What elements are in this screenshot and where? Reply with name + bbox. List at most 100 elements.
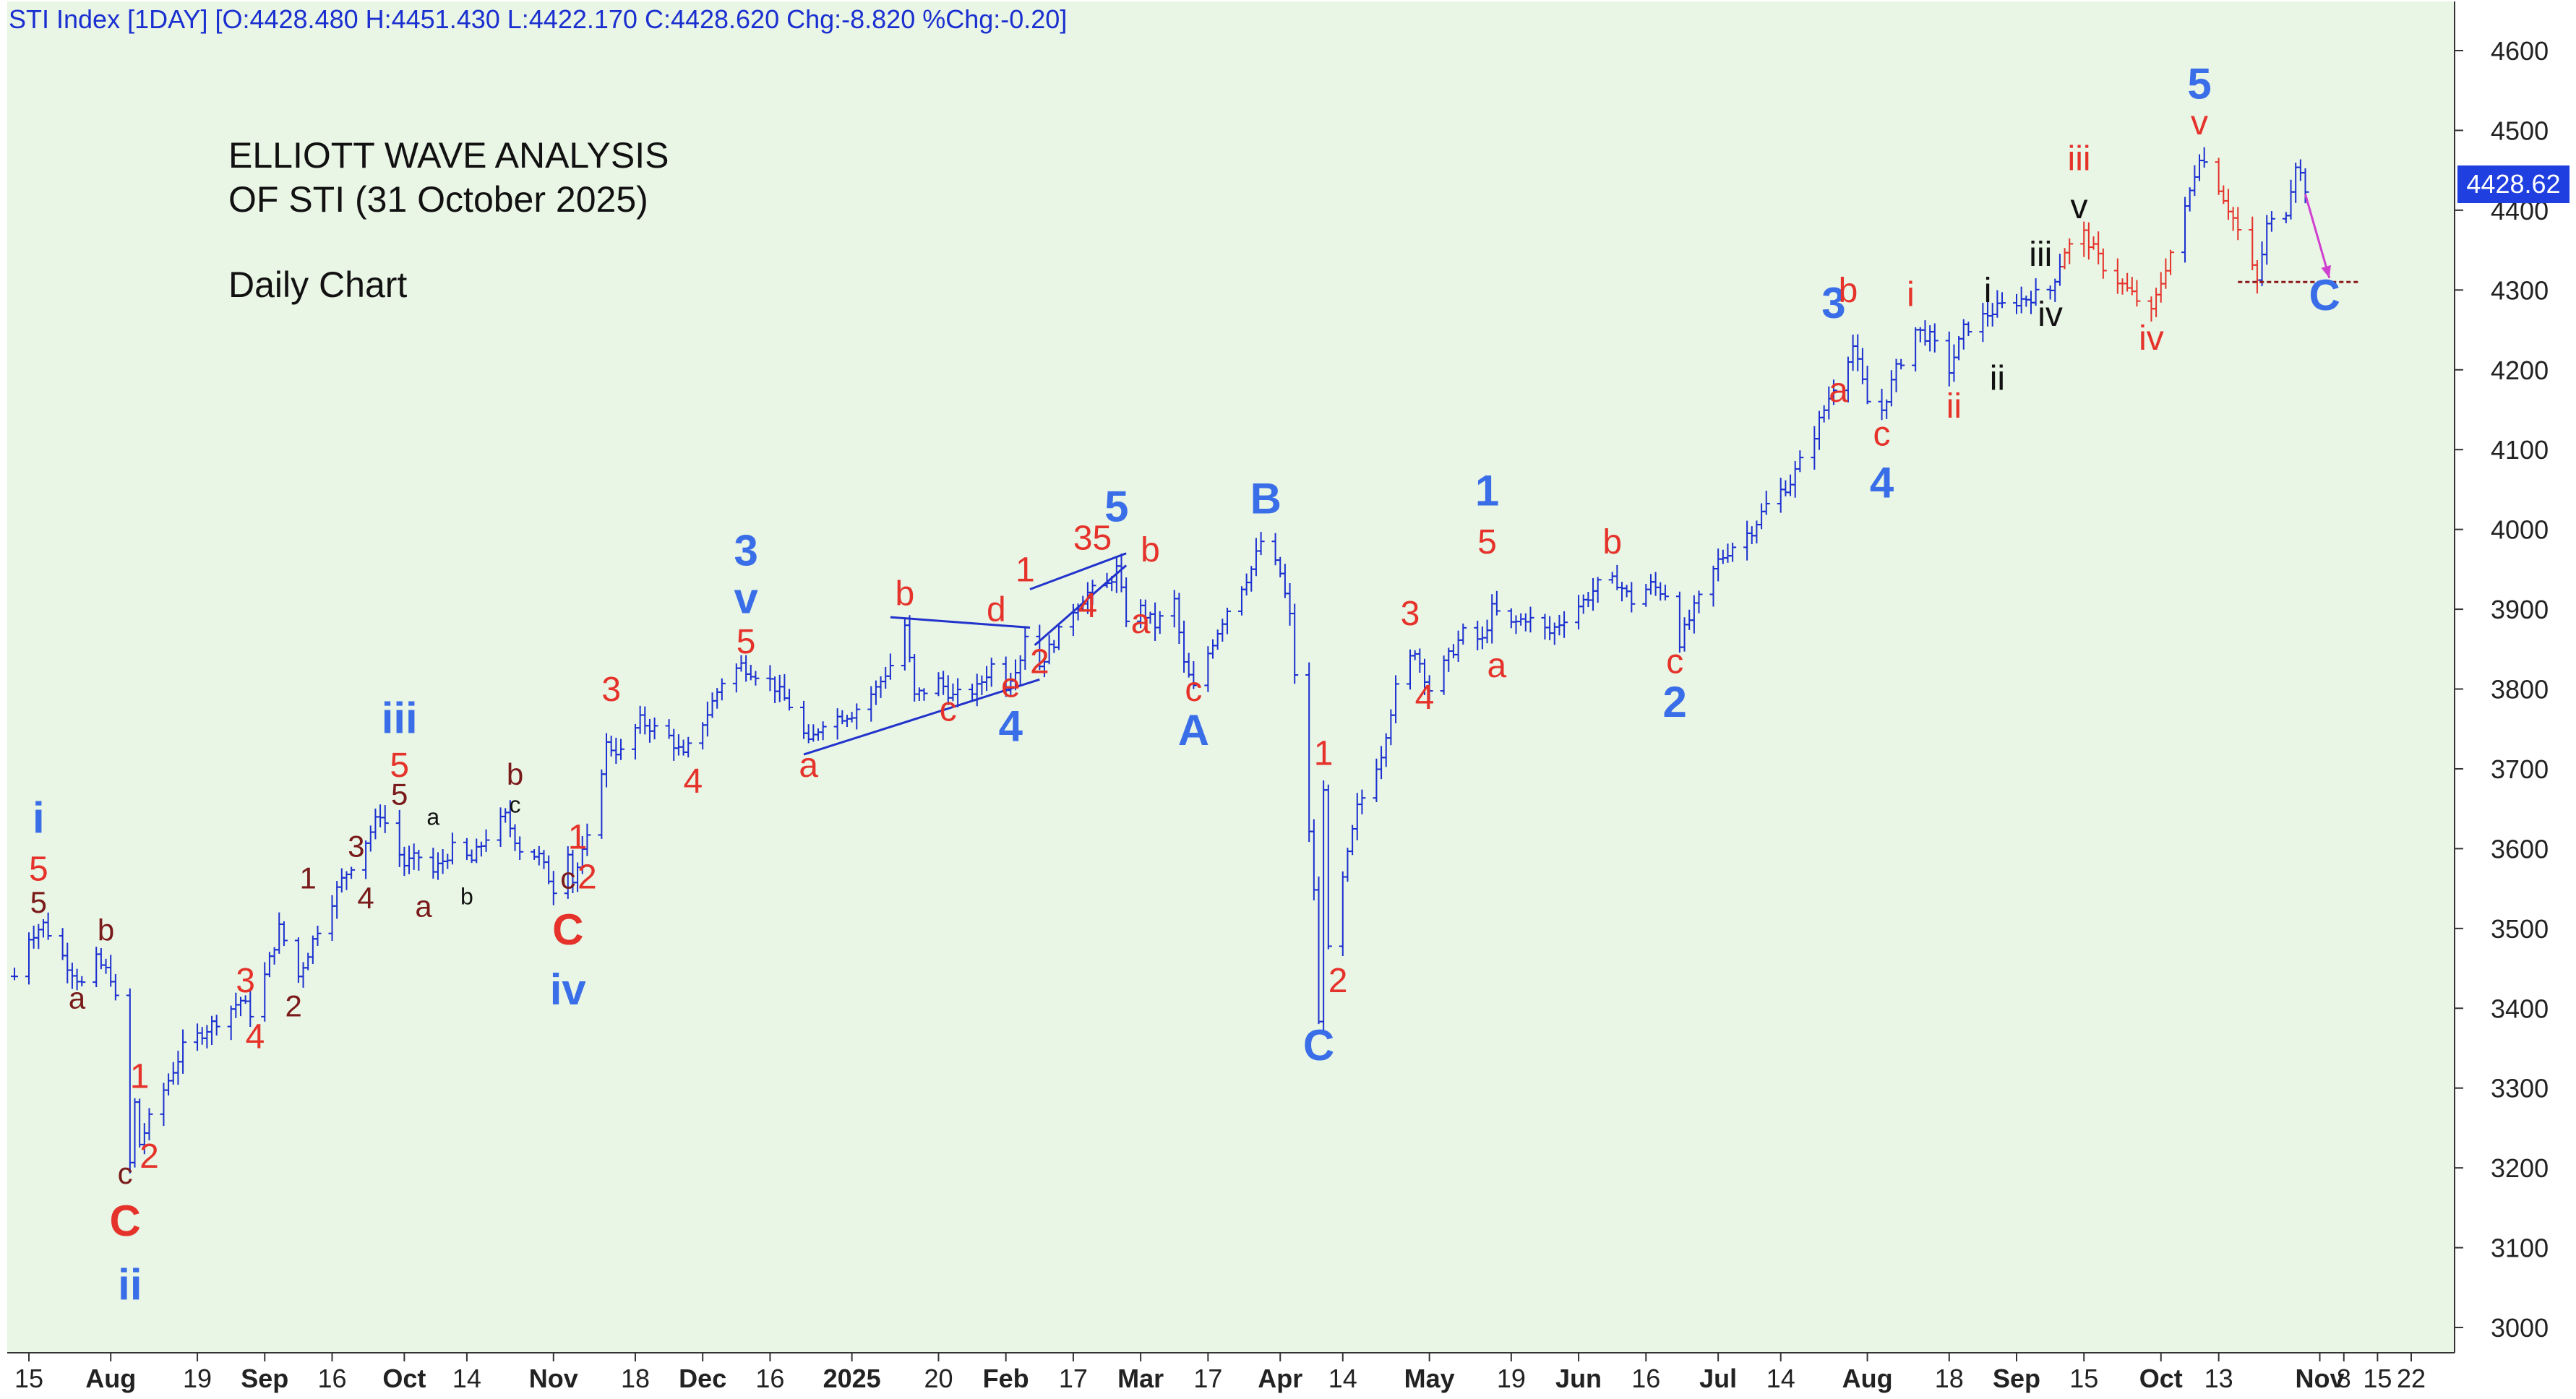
wave-label: a bbox=[1487, 647, 1507, 685]
wave-label: 4 bbox=[1870, 458, 1894, 507]
x-tick-label: Aug bbox=[1842, 1364, 1893, 1393]
x-tick-label: 22 bbox=[2397, 1364, 2426, 1393]
wave-label: i bbox=[1907, 275, 1915, 314]
wave-label: 4 bbox=[1078, 587, 1098, 625]
x-tick-label: 14 bbox=[452, 1364, 481, 1393]
y-tick-label: 3000 bbox=[2491, 1313, 2549, 1343]
wave-label: b bbox=[460, 884, 473, 910]
y-tick-label: 3100 bbox=[2491, 1234, 2549, 1263]
x-tick-label: 18 bbox=[621, 1364, 650, 1393]
x-tick-label: 2025 bbox=[823, 1364, 881, 1393]
wave-label: iii bbox=[382, 694, 418, 742]
wave-label: C bbox=[109, 1197, 140, 1245]
wave-label: B bbox=[1250, 475, 1281, 523]
x-tick-label: 18 bbox=[1935, 1364, 1964, 1393]
x-tick-label: 14 bbox=[1766, 1364, 1795, 1393]
wave-label: 5 bbox=[1093, 519, 1112, 557]
y-tick-label: 3300 bbox=[2491, 1074, 2549, 1103]
x-tick-label: 15 bbox=[2069, 1364, 2098, 1393]
x-tick-label: 19 bbox=[1497, 1364, 1526, 1393]
x-tick-label: 19 bbox=[183, 1364, 212, 1393]
wave-label: a bbox=[799, 746, 818, 785]
x-tick-label: 13 bbox=[2204, 1364, 2233, 1393]
plot-background bbox=[7, 1, 2455, 1353]
wave-label: c bbox=[1873, 416, 1891, 454]
x-tick-label: 17 bbox=[1059, 1364, 1088, 1393]
wave-label: a bbox=[1131, 603, 1151, 641]
x-tick-label: Oct bbox=[382, 1364, 426, 1393]
wave-label: 5 bbox=[737, 623, 756, 661]
trendline bbox=[803, 678, 1040, 756]
wave-label: a bbox=[426, 804, 439, 830]
wave-label: c bbox=[118, 1156, 133, 1190]
wave-label: b bbox=[1141, 531, 1160, 569]
x-tick-label: 15 bbox=[2363, 1364, 2392, 1393]
x-tick-label: Sep bbox=[1993, 1364, 2040, 1393]
trendline bbox=[1029, 552, 1127, 590]
y-tick-label: 3500 bbox=[2491, 914, 2549, 944]
wave-label: a bbox=[1829, 371, 1848, 410]
x-tick-label: 16 bbox=[317, 1364, 346, 1393]
notes-title-line-2: OF STI (31 October 2025) bbox=[228, 179, 648, 220]
wave-label: 4 bbox=[357, 881, 374, 915]
x-tick-label: Jun bbox=[1555, 1364, 1602, 1393]
y-tick-label: 3700 bbox=[2491, 754, 2549, 784]
wave-label: iv bbox=[550, 965, 587, 1014]
x-tick-label: 16 bbox=[755, 1364, 784, 1393]
y-tick-label: 3600 bbox=[2491, 834, 2549, 864]
wave-label: c bbox=[1666, 642, 1683, 681]
x-axis-panel bbox=[0, 1353, 2576, 1399]
wave-label: 3 bbox=[1821, 279, 1845, 327]
y-tick-label: 4500 bbox=[2491, 116, 2549, 145]
wave-label: C bbox=[552, 905, 583, 954]
y-tick-label: 3400 bbox=[2491, 994, 2549, 1023]
wave-label: 5 bbox=[2187, 59, 2211, 108]
wave-label: 1 bbox=[568, 818, 588, 856]
wave-label: c bbox=[940, 691, 957, 729]
wave-label: b bbox=[1839, 272, 1858, 310]
x-tick-label: May bbox=[1404, 1364, 1455, 1393]
wave-label: 3 bbox=[1073, 519, 1093, 557]
x-tick-label: Jul bbox=[1699, 1364, 1737, 1393]
wave-label: 3 bbox=[236, 962, 255, 1000]
wave-label: 1 bbox=[130, 1058, 150, 1096]
wave-label: 1 bbox=[1314, 734, 1334, 772]
x-tick-label: Dec bbox=[679, 1364, 726, 1393]
wave-label: 4 bbox=[684, 762, 703, 801]
y-tick-label: 4100 bbox=[2491, 435, 2549, 465]
wave-label: c bbox=[560, 861, 575, 895]
wave-label: 5 bbox=[1477, 523, 1497, 561]
y-tick-label: 4000 bbox=[2491, 515, 2549, 545]
x-tick-label: 8 bbox=[2337, 1364, 2351, 1393]
x-tick-label: 17 bbox=[1193, 1364, 1222, 1393]
wave-label: i bbox=[33, 793, 45, 842]
wave-label: 2 bbox=[1030, 642, 1049, 681]
notes-chart-type: Daily Chart bbox=[228, 264, 408, 305]
wave-label: b bbox=[507, 757, 523, 791]
wave-label: v bbox=[2191, 104, 2208, 142]
x-tick-label: 15 bbox=[14, 1364, 43, 1393]
wave-label: iv bbox=[2038, 296, 2063, 334]
trendline bbox=[890, 616, 1031, 629]
wave-label: 5 bbox=[30, 885, 47, 919]
x-tick-label: Mar bbox=[1117, 1364, 1164, 1393]
y-tick-label: 4600 bbox=[2491, 36, 2549, 66]
forecast-arrow-head bbox=[2321, 264, 2331, 278]
wave-label: 1 bbox=[1016, 551, 1035, 589]
x-tick-label: 14 bbox=[1328, 1364, 1357, 1393]
wave-label: a bbox=[415, 889, 432, 923]
trendline bbox=[1034, 564, 1128, 646]
wave-label: C bbox=[2309, 271, 2340, 319]
y-tick-label: 4300 bbox=[2491, 275, 2549, 305]
wave-label: 3 bbox=[734, 526, 757, 574]
x-tick-label: 20 bbox=[924, 1364, 953, 1393]
wave-label: 2 bbox=[285, 989, 302, 1023]
wave-label: 1 bbox=[300, 861, 317, 895]
wave-label: iv bbox=[2139, 319, 2164, 358]
last-price-tag: 4428.62 bbox=[2457, 165, 2569, 203]
y-axis-panel bbox=[2455, 1, 2576, 1353]
wave-label: ii bbox=[1946, 387, 1962, 426]
wave-label: v bbox=[2071, 188, 2088, 226]
wave-label: b bbox=[1602, 523, 1622, 561]
x-tick-label: Feb bbox=[983, 1364, 1029, 1393]
